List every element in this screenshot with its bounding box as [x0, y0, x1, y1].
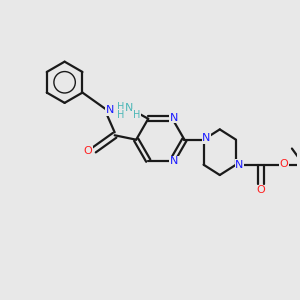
Text: H: H — [117, 102, 124, 112]
Text: O: O — [256, 185, 266, 195]
Text: N: N — [125, 103, 133, 113]
Text: O: O — [83, 146, 92, 157]
Text: N: N — [202, 133, 211, 143]
Text: N: N — [170, 157, 178, 166]
Text: N: N — [170, 113, 178, 123]
Text: N: N — [106, 105, 114, 115]
Text: H: H — [133, 110, 140, 120]
Text: H: H — [117, 110, 124, 120]
Text: O: O — [279, 159, 288, 169]
Text: N: N — [235, 160, 244, 170]
